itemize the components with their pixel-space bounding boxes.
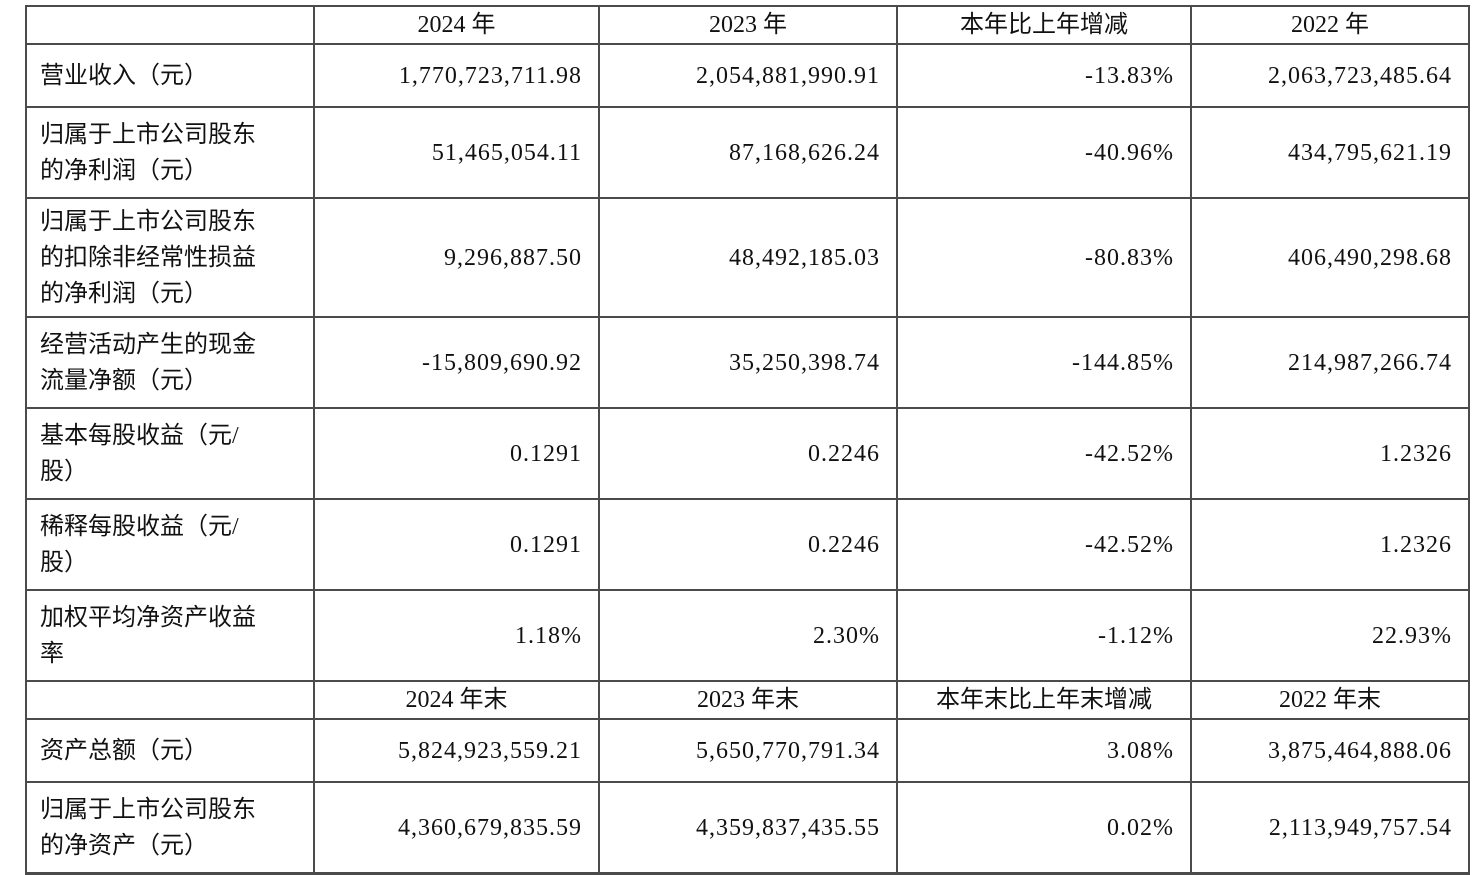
value-2023: 0.2246 — [598, 407, 898, 500]
value-2022: 406,490,298.68 — [1190, 197, 1470, 318]
metric-label: 归属于上市公司股东的净资产（元） — [25, 781, 315, 875]
value-2022: 214,987,266.74 — [1190, 316, 1470, 409]
value-change: -42.52% — [896, 407, 1192, 500]
value-2024: 1.18% — [313, 589, 600, 682]
metric-label: 资产总额（元） — [25, 718, 315, 783]
value-2024: 0.1291 — [313, 407, 600, 500]
table-row-total-assets: 资产总额（元） 5,824,923,559.21 5,650,770,791.3… — [25, 718, 1470, 783]
period-header-row: 2024 年 2023 年 本年比上年增减 2022 年 — [25, 5, 1470, 45]
table-row-net-assets: 归属于上市公司股东的净资产（元） 4,360,679,835.59 4,359,… — [25, 781, 1470, 875]
value-2024: 4,360,679,835.59 — [313, 781, 600, 875]
col-header-2023: 2023 年 — [598, 5, 898, 45]
period-end-header-row: 2024 年末 2023 年末 本年末比上年末增减 2022 年末 — [25, 680, 1470, 720]
metric-label: 稀释每股收益（元/股） — [25, 498, 315, 591]
table-row-revenue: 营业收入（元） 1,770,723,711.98 2,054,881,990.9… — [25, 43, 1470, 108]
value-2023: 0.2246 — [598, 498, 898, 591]
col-header-end-change: 本年末比上年末增减 — [896, 680, 1192, 720]
financial-summary-section: 2024 年 2023 年 本年比上年增减 2022 年 营业收入（元） 1,7… — [25, 5, 1470, 875]
metric-label: 营业收入（元） — [25, 43, 315, 108]
table-row-net-profit-excl-nonrecurring: 归属于上市公司股东的扣除非经常性损益的净利润（元） 9,296,887.50 4… — [25, 197, 1470, 318]
value-2023: 35,250,398.74 — [598, 316, 898, 409]
value-2022: 1.2326 — [1190, 498, 1470, 591]
value-2024: 5,824,923,559.21 — [313, 718, 600, 783]
metric-label: 基本每股收益（元/股） — [25, 407, 315, 500]
metric-label: 归属于上市公司股东的扣除非经常性损益的净利润（元） — [25, 197, 315, 318]
value-change: 0.02% — [896, 781, 1192, 875]
table-row-basic-eps: 基本每股收益（元/股） 0.1291 0.2246 -42.52% 1.2326 — [25, 407, 1470, 500]
value-2022: 1.2326 — [1190, 407, 1470, 500]
value-2023: 4,359,837,435.55 — [598, 781, 898, 875]
metric-label: 经营活动产生的现金流量净额（元） — [25, 316, 315, 409]
value-2023: 87,168,626.24 — [598, 106, 898, 199]
value-change: -80.83% — [896, 197, 1192, 318]
value-2024: 1,770,723,711.98 — [313, 43, 600, 108]
value-2023: 48,492,185.03 — [598, 197, 898, 318]
value-2024: -15,809,690.92 — [313, 316, 600, 409]
value-2022: 2,063,723,485.64 — [1190, 43, 1470, 108]
value-change: -1.12% — [896, 589, 1192, 682]
value-2023: 2.30% — [598, 589, 898, 682]
corner-blank-cell — [25, 680, 315, 720]
value-2024: 0.1291 — [313, 498, 600, 591]
col-header-2023-end: 2023 年末 — [598, 680, 898, 720]
value-change: -13.83% — [896, 43, 1192, 108]
value-2024: 9,296,887.50 — [313, 197, 600, 318]
col-header-2022-end: 2022 年末 — [1190, 680, 1470, 720]
metric-label: 归属于上市公司股东的净利润（元） — [25, 106, 315, 199]
table-row-operating-cash-flow: 经营活动产生的现金流量净额（元） -15,809,690.92 35,250,3… — [25, 316, 1470, 409]
table-row-net-profit: 归属于上市公司股东的净利润（元） 51,465,054.11 87,168,62… — [25, 106, 1470, 199]
value-2022: 2,113,949,757.54 — [1190, 781, 1470, 875]
value-change: -42.52% — [896, 498, 1192, 591]
metric-label: 加权平均净资产收益率 — [25, 589, 315, 682]
value-2024: 51,465,054.11 — [313, 106, 600, 199]
value-2022: 434,795,621.19 — [1190, 106, 1470, 199]
value-2023: 5,650,770,791.34 — [598, 718, 898, 783]
value-2023: 2,054,881,990.91 — [598, 43, 898, 108]
corner-blank-cell — [25, 5, 315, 45]
col-header-2024: 2024 年 — [313, 5, 600, 45]
col-header-2022: 2022 年 — [1190, 5, 1470, 45]
col-header-2024-end: 2024 年末 — [313, 680, 600, 720]
value-change: -40.96% — [896, 106, 1192, 199]
value-2022: 3,875,464,888.06 — [1190, 718, 1470, 783]
col-header-yoy-change: 本年比上年增减 — [896, 5, 1192, 45]
key-financial-data-table: 2024 年 2023 年 本年比上年增减 2022 年 营业收入（元） 1,7… — [25, 5, 1470, 875]
value-change: -144.85% — [896, 316, 1192, 409]
value-2022: 22.93% — [1190, 589, 1470, 682]
table-row-weighted-roe: 加权平均净资产收益率 1.18% 2.30% -1.12% 22.93% — [25, 589, 1470, 682]
value-change: 3.08% — [896, 718, 1192, 783]
table-row-diluted-eps: 稀释每股收益（元/股） 0.1291 0.2246 -42.52% 1.2326 — [25, 498, 1470, 591]
